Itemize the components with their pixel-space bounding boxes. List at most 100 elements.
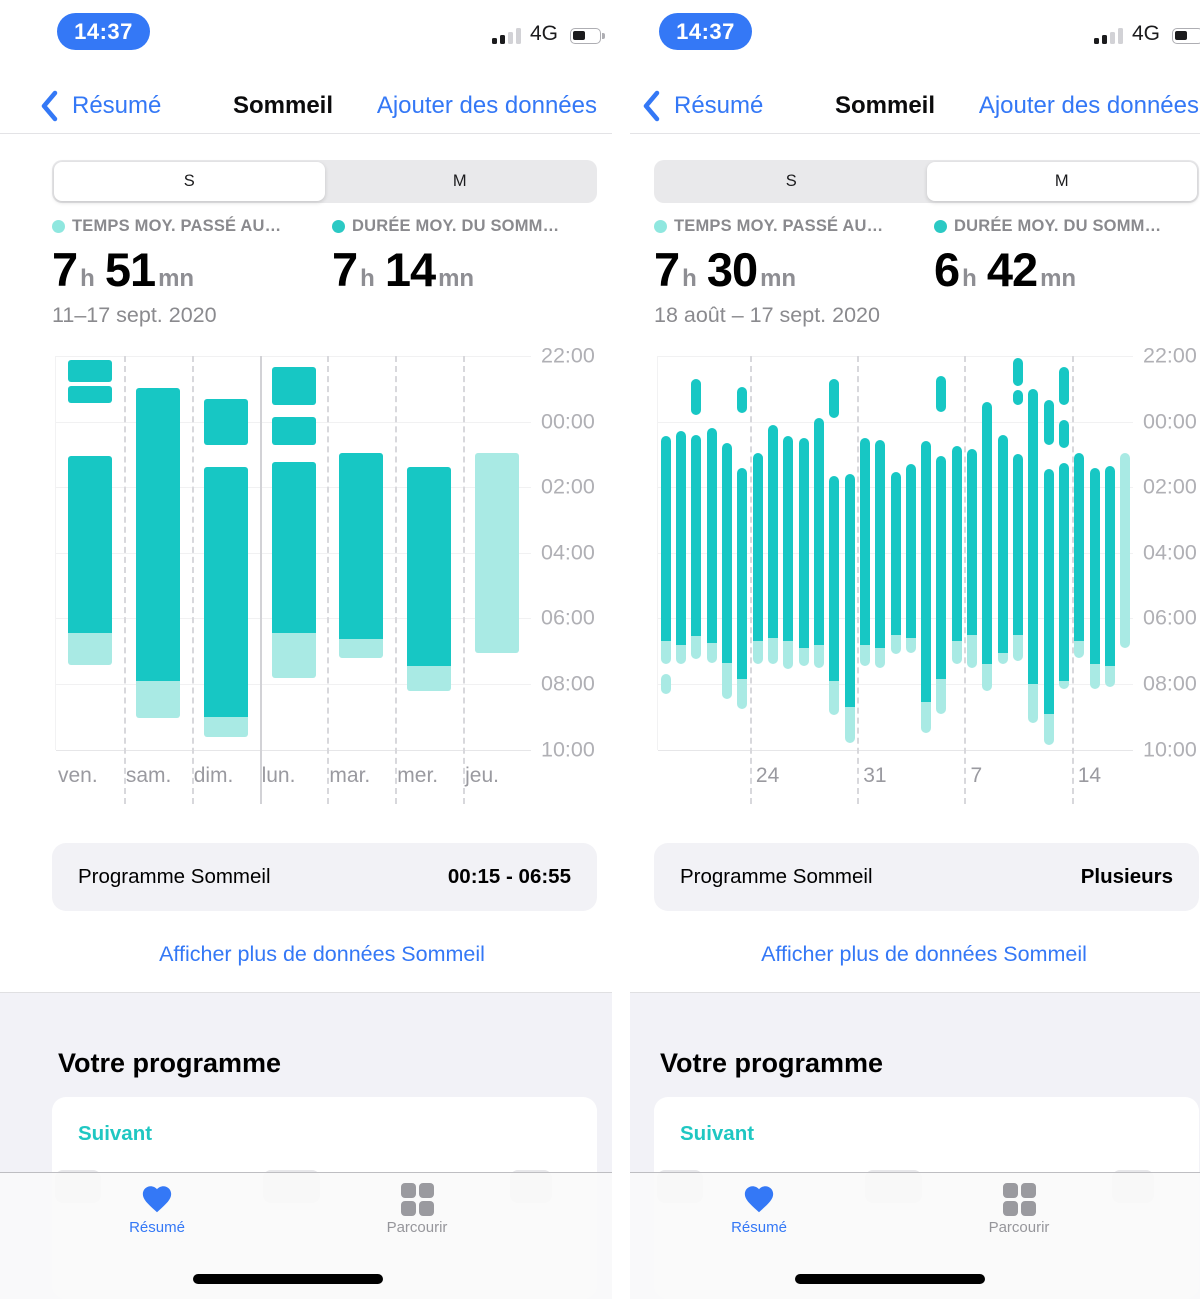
sleep-bar-segment	[844, 706, 855, 744]
sleep-bar-segment	[737, 679, 748, 709]
sleep-bar-segment	[859, 438, 870, 645]
segment-week[interactable]: S	[785, 172, 797, 190]
add-data-button[interactable]: Ajouter des données	[978, 92, 1199, 119]
status-time-pill[interactable]: 14:37	[659, 13, 752, 50]
stat-hours: 6	[934, 243, 960, 296]
minutes-unit: mn	[760, 265, 797, 292]
grid-separator	[463, 356, 466, 804]
sleep-bar-segment	[675, 644, 686, 665]
period-segmented-control[interactable]: S M	[654, 160, 1199, 203]
add-data-button[interactable]: Ajouter des données	[376, 92, 597, 119]
show-more-data-link[interactable]: Afficher plus de données Sommeil	[159, 942, 485, 966]
sleep-bar-segment	[844, 474, 855, 707]
sleep-chart[interactable]: ven. sam. dim. lun. mar. mer. jeu. 22:00 00:00 0…	[0, 344, 612, 815]
section-title: Votre programme	[58, 1048, 282, 1078]
grid-separator	[395, 356, 398, 804]
sleep-bar-segment	[798, 647, 809, 666]
y-axis-label: 10:00	[541, 737, 595, 762]
sleep-bar-segment	[706, 428, 717, 643]
sleep-bar-segment	[951, 446, 962, 642]
grid-separator	[123, 356, 126, 804]
home-indicator[interactable]	[193, 1274, 383, 1284]
sleep-bar-segment	[936, 375, 947, 412]
sleep-bar-segment	[1043, 400, 1054, 445]
stat-label: DURÉE MOY. DU SOMM…	[954, 217, 1162, 235]
home-indicator[interactable]	[795, 1274, 985, 1284]
gridline	[56, 684, 531, 685]
sleep-bar-segment	[875, 439, 886, 648]
tab-summary[interactable]: Résumé	[87, 1181, 227, 1236]
sleep-bar-segment	[767, 424, 778, 639]
sleep-chart[interactable]: 24 31 7 14 22:00 00:00 02:00 04:00 06:00 08:00 10…	[630, 343, 1200, 815]
sleep-bar-segment	[271, 416, 316, 446]
sleep-bar-segment	[1105, 665, 1116, 688]
sleep-bar-segment	[67, 456, 112, 634]
asleep-dot-icon	[332, 220, 345, 233]
minutes-unit: mn	[438, 265, 475, 292]
segment-month[interactable]: M	[452, 172, 467, 190]
status-time-pill[interactable]: 14:37	[57, 13, 150, 50]
sleep-bar-segment	[135, 388, 180, 681]
tab-browse-label: Parcourir	[386, 1219, 448, 1236]
hours-unit: h	[80, 265, 95, 292]
next-label: Suivant	[78, 1122, 153, 1145]
period-segmented-control[interactable]: S M	[52, 160, 597, 203]
minutes-unit: mn	[1040, 265, 1077, 292]
sleep-bar-segment	[691, 434, 702, 637]
sleep-bar-segment	[967, 634, 978, 668]
sleep-bar-segment	[905, 638, 916, 653]
sleep-bar-segment	[813, 418, 824, 645]
sleep-bar-segment	[951, 641, 962, 665]
sleep-bar-segment	[1028, 388, 1039, 684]
sleep-bar-segment	[1043, 469, 1054, 714]
phone-week-view: 14:37 4G Résumé Sommeil Ajouter des donn…	[0, 13, 612, 1299]
sleep-bar-segment	[921, 702, 932, 734]
schedule-value: 00:15 - 06:55	[447, 865, 571, 888]
hours-unit: h	[682, 265, 697, 292]
y-axis-label: 22:00	[1143, 343, 1197, 368]
in-bed-dot-icon	[52, 220, 65, 233]
sleep-bar-segment	[706, 643, 717, 663]
schedule-row[interactable]: Programme Sommeil 00:15 - 06:55	[52, 843, 597, 911]
x-axis-label: 31	[863, 764, 887, 787]
page-title: Sommeil	[232, 92, 334, 119]
y-axis-label: 04:00	[541, 540, 595, 565]
schedule-row[interactable]: Programme Sommeil Plusieurs	[654, 843, 1199, 911]
tab-browse[interactable]: Parcourir	[949, 1181, 1089, 1236]
sleep-bar-segment	[829, 475, 840, 681]
back-chevron-icon[interactable]	[40, 90, 59, 127]
x-axis-label: ven.	[58, 764, 98, 787]
show-more-data-link[interactable]: Afficher plus de données Sommeil	[761, 942, 1087, 966]
stat-label: DURÉE MOY. DU SOMM…	[352, 217, 560, 235]
schedule-value: Plusieurs	[1080, 865, 1173, 888]
sleep-bar-segment	[1074, 452, 1085, 642]
tab-summary[interactable]: Résumé	[689, 1181, 829, 1236]
sleep-bar-segment	[875, 647, 886, 668]
sleep-bar-segment	[997, 652, 1008, 665]
back-chevron-icon[interactable]	[642, 90, 661, 127]
segment-month[interactable]: M	[926, 162, 1197, 201]
gridline	[56, 356, 531, 357]
sleep-bar-segment	[67, 633, 112, 665]
grid-separator	[964, 356, 967, 804]
sleep-bar-segment	[407, 466, 452, 666]
sleep-bar-segment	[271, 367, 316, 406]
x-axis-label: 7	[970, 764, 983, 787]
date-range: 11–17 sept. 2020	[52, 303, 217, 327]
stat-time-asleep: DURÉE MOY. DU SOMM… 6 h 42 mn	[934, 217, 1161, 297]
back-button[interactable]: Résumé	[674, 92, 764, 119]
grid-separator	[191, 356, 194, 804]
tab-browse[interactable]: Parcourir	[347, 1181, 487, 1236]
nav-divider	[0, 133, 612, 134]
sleep-bar-segment	[675, 431, 686, 645]
y-axis-label: 08:00	[541, 671, 595, 696]
stat-time-asleep: DURÉE MOY. DU SOMM… 7 h 14 mn	[332, 217, 559, 297]
sleep-bar-segment	[1059, 462, 1070, 681]
segment-week[interactable]: S	[54, 162, 325, 201]
back-button[interactable]: Résumé	[72, 92, 162, 119]
stat-time-in-bed: TEMPS MOY. PASSÉ AU… 7 h 30 mn	[654, 217, 883, 297]
y-axis-label: 00:00	[541, 409, 595, 434]
gridline	[658, 684, 1133, 685]
sleep-bar-segment	[660, 674, 671, 694]
